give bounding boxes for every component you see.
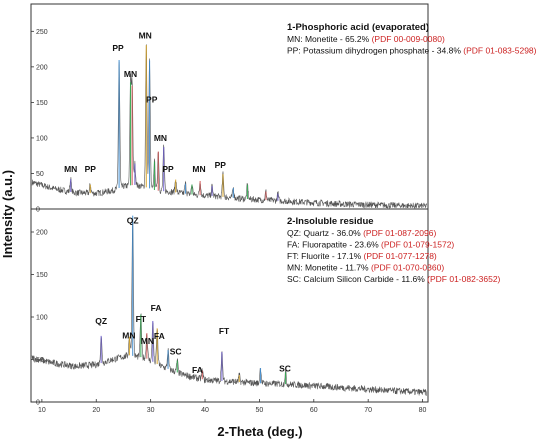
panel-title: 2-Insoluble residue xyxy=(287,216,374,227)
legend-pdf-ref: (PDF 01-087-2096) xyxy=(363,228,436,238)
y-tick-label: 200 xyxy=(36,230,48,237)
legend-pdf-ref: (PDF 01-079-1572) xyxy=(381,240,454,250)
legend-phase: MN: Monetite - 65.2% xyxy=(287,34,372,44)
panel-title: 1-Phosphoric acid (evaporated) xyxy=(287,22,429,33)
y-axis-label: Intensity (a.u.) xyxy=(0,170,15,258)
legend-entry: FA: Fluorapatite - 23.6% (PDF 01-079-157… xyxy=(287,240,454,250)
panel-insoluble-residue: 050100150200QZMNQZFTMNFAFASCFAFTSC2-Inso… xyxy=(30,208,501,407)
peak-label: PP xyxy=(112,43,124,53)
peak-label: QZ xyxy=(95,316,107,326)
peak-label: MN xyxy=(64,164,77,174)
peak-label: FT xyxy=(219,326,230,336)
peak-label: PP xyxy=(162,164,174,174)
peak-label: MN xyxy=(122,330,135,340)
y-tick-label: 150 xyxy=(36,272,48,279)
legend-pdf-ref: (PDF 01-082-3652) xyxy=(427,274,500,284)
y-tick-label: 0 xyxy=(36,207,40,214)
x-axis: 10 20 30 40 50 60 70 80 xyxy=(38,399,427,414)
y-tick-label: 0 xyxy=(36,400,40,407)
peak-label: PP xyxy=(85,164,97,174)
legend-phase: PP: Potassium dihydrogen phosphate - 34.… xyxy=(287,46,463,56)
y-tick-label: 150 xyxy=(36,100,48,107)
peak-label: SC xyxy=(170,346,182,356)
legend-entry: PP: Potassium dihydrogen phosphate - 34.… xyxy=(287,46,537,56)
x-tick-label: 30 xyxy=(147,407,155,414)
peak-label: FA xyxy=(151,303,162,313)
legend-entry: FT: Fluorite - 17.1% (PDF 01-077-1278) xyxy=(287,251,437,261)
peak-label: MN xyxy=(141,336,154,346)
legend-pdf-ref: (PDF 01-083-5298) xyxy=(463,46,536,56)
legend-entry: SC: Calcium Silicon Carbide - 11.6% (PDF… xyxy=(287,274,501,284)
legend-phase: QZ: Quartz - 36.0% xyxy=(287,228,363,238)
y-tick-label: 200 xyxy=(36,64,48,71)
x-tick-label: 80 xyxy=(419,407,427,414)
legend-phase: SC: Calcium Silicon Carbide - 11.6% xyxy=(287,274,427,284)
diffraction-trace xyxy=(31,218,427,396)
legend-entry: MN: Monetite - 65.2% (PDF 00-009-0080) xyxy=(287,34,445,44)
peak-label: MN xyxy=(154,133,167,143)
peak-label: SC xyxy=(279,363,291,373)
peak-label: PP xyxy=(215,160,227,170)
legend-pdf-ref: (PDF 00-009-0080) xyxy=(372,34,445,44)
legend-phase: FT: Fluorite - 17.1% xyxy=(287,251,364,261)
legend-phase: FA: Fluorapatite - 23.6% xyxy=(287,240,381,250)
peak-label: MN xyxy=(124,69,137,79)
legend-entry: QZ: Quartz - 36.0% (PDF 01-087-2096) xyxy=(287,228,436,238)
y-tick-label: 50 xyxy=(36,171,44,178)
panel-frame xyxy=(30,208,429,403)
legend-entry: MN: Monetite - 11.7% (PDF 01-070-0360) xyxy=(287,263,444,273)
peak-label: FA xyxy=(154,331,165,341)
peak-label: MN xyxy=(139,30,152,40)
peak-label: FT xyxy=(136,314,147,324)
y-tick-label: 250 xyxy=(36,29,48,36)
peak-label: PP xyxy=(146,94,158,104)
x-tick-label: 40 xyxy=(201,407,209,414)
peak-label: MN xyxy=(192,164,205,174)
y-tick-label: 100 xyxy=(36,135,48,142)
peak-label: FA xyxy=(192,365,203,375)
legend-pdf-ref: (PDF 01-070-0360) xyxy=(371,263,444,273)
y-tick-label: 100 xyxy=(36,315,48,322)
legend-pdf-ref: (PDF 01-077-1278) xyxy=(364,251,437,261)
x-tick-label: 20 xyxy=(92,407,100,414)
x-tick-label: 70 xyxy=(364,407,372,414)
x-tick-label: 10 xyxy=(38,407,46,414)
diffraction-trace xyxy=(31,44,427,210)
legend-phase: MN: Monetite - 11.7% xyxy=(287,263,371,273)
panel-phosphoric-acid: 0 50 100 150 200 250 MN PP PP MN MN PP MN PP MN PP 1-Pho… xyxy=(30,3,537,214)
x-axis-label: 2-Theta (deg.) xyxy=(217,424,302,439)
x-tick-label: 50 xyxy=(256,407,264,414)
peak-label: QZ xyxy=(127,216,139,226)
x-tick-label: 60 xyxy=(310,407,318,414)
